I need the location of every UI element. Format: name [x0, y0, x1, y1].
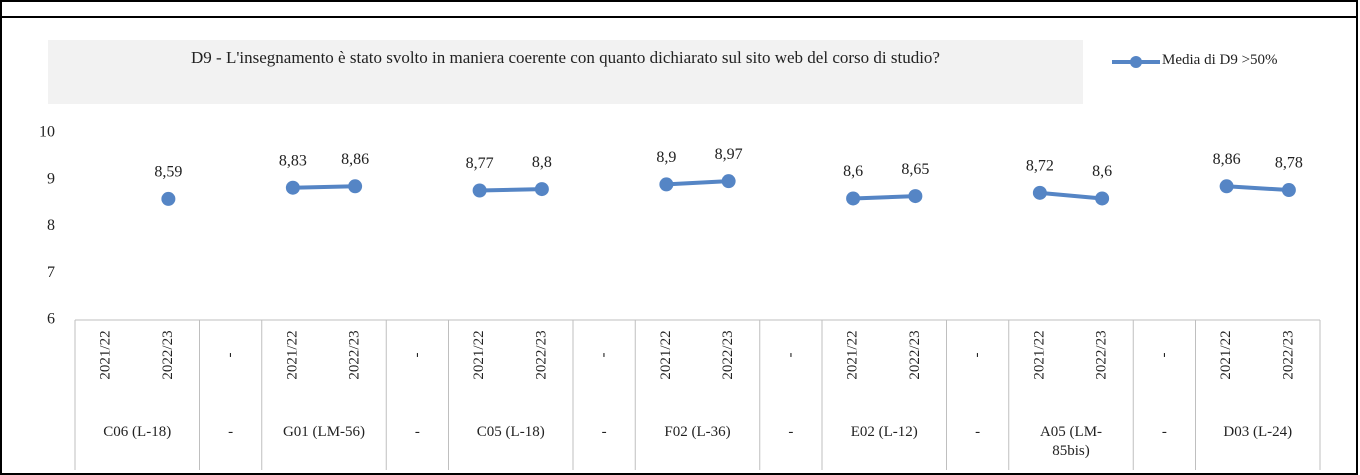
group-label: - [228, 424, 234, 440]
point [1281, 183, 1296, 198]
data-label: 8,59 [154, 164, 182, 181]
data-label: 8,6 [843, 163, 863, 180]
x-tick-label: 2022/23 [347, 330, 363, 379]
point [161, 191, 176, 206]
group-label: - [414, 424, 420, 440]
group-label: G01 (LM-56) [282, 424, 366, 440]
x-tick-label: - [222, 353, 238, 358]
point [285, 180, 300, 195]
x-tick-label: 2022/23 [1094, 330, 1110, 379]
y-tick-label: 7 [47, 264, 55, 281]
y-tick-label: 6 [47, 311, 55, 328]
point [846, 191, 861, 206]
group-label: D03 (L-24) [1223, 424, 1293, 440]
data-label: 8,86 [1213, 151, 1241, 168]
x-tick-label: - [782, 353, 798, 358]
x-tick-label: 2021/22 [471, 330, 487, 379]
x-tick-label: 2021/22 [1218, 330, 1234, 379]
group-label: - [975, 424, 981, 440]
x-tick-label: 2022/23 [160, 330, 176, 379]
series-line [853, 194, 916, 201]
x-tick-label: - [596, 353, 612, 358]
series-line [479, 187, 542, 193]
point [721, 174, 736, 189]
series-line [1226, 184, 1289, 193]
x-tick-label: 2022/23 [1280, 330, 1296, 379]
series-line [1039, 190, 1103, 201]
data-label: 8,78 [1275, 155, 1303, 172]
y-tick-label: 8 [47, 217, 55, 234]
data-label: 8,72 [1026, 158, 1054, 175]
x-tick-label: 2022/23 [720, 330, 736, 379]
x-tick-label: 2021/22 [845, 330, 861, 379]
x-tick-label: - [409, 353, 425, 358]
group-label: A05 (LM-85bis) [1039, 424, 1103, 459]
point [534, 182, 549, 197]
group-label: C05 (L-18) [476, 424, 545, 440]
data-label: 8,86 [341, 151, 369, 168]
point [1095, 191, 1110, 206]
y-tick-label: 10 [39, 124, 55, 141]
point [1219, 179, 1234, 194]
chart-title: D9 - L'insegnamento è stato svolto in ma… [48, 40, 1083, 104]
data-label: 8,97 [715, 146, 743, 163]
point [1032, 185, 1047, 200]
series-line [666, 179, 729, 187]
x-tick-label: 2022/23 [533, 330, 549, 379]
group-label: - [788, 424, 794, 440]
x-tick-label: 2021/22 [658, 330, 674, 379]
point [472, 183, 487, 198]
group-label: - [601, 424, 607, 440]
x-tick-label: 2021/22 [98, 330, 114, 379]
group-label: E02 (L-12) [850, 424, 918, 440]
x-tick-label: 2021/22 [284, 330, 300, 379]
group-label: C06 (L-18) [103, 424, 172, 440]
x-tick-label: - [1156, 353, 1172, 358]
data-label: 8,8 [532, 154, 552, 171]
series-line [292, 184, 356, 190]
data-label: 8,83 [279, 152, 307, 169]
point [908, 189, 923, 204]
x-tick-label: 2022/23 [907, 330, 923, 379]
data-label: 8,6 [1092, 163, 1112, 180]
y-tick-label: 9 [47, 170, 55, 187]
point [659, 177, 674, 192]
group-label: - [1161, 424, 1167, 440]
data-label: 8,65 [901, 161, 929, 178]
group-label: F02 (L-36) [664, 424, 731, 440]
legend-label: Media di D9 >50% [1162, 52, 1278, 68]
point [348, 179, 363, 194]
x-tick-label: - [969, 353, 985, 358]
legend-marker [1130, 56, 1142, 68]
x-tick-label: 2021/22 [1031, 330, 1047, 379]
data-label: 8,9 [656, 149, 676, 166]
data-label: 8,77 [466, 155, 494, 172]
